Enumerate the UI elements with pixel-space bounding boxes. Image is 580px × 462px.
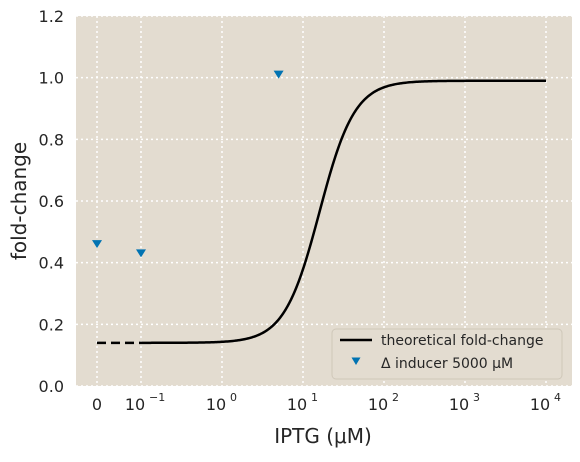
x-tick-exponent: 0 xyxy=(230,391,237,404)
x-tick-label: 10 xyxy=(206,395,226,414)
x-tick-exponent: 1 xyxy=(311,391,318,404)
x-tick-exponent: 3 xyxy=(473,391,480,404)
legend-label-data: Δ inducer 5000 μM xyxy=(381,356,513,372)
x-tick-label: 10 xyxy=(125,395,145,414)
y-tick-label: 0.0 xyxy=(39,377,64,396)
y-tick-label: 0.6 xyxy=(39,192,64,211)
y-tick-labels: 0.0 0.2 0.4 0.6 0.8 1.0 1.2 xyxy=(39,7,64,396)
x-tick-label: 10 xyxy=(368,395,388,414)
x-tick-exponent: 4 xyxy=(554,391,561,404)
y-tick-label: 0.8 xyxy=(39,130,64,149)
y-tick-label: 1.0 xyxy=(39,69,64,88)
y-tick-label: 0.2 xyxy=(39,315,64,334)
y-tick-label: 0.4 xyxy=(39,254,64,273)
x-tick-label: 10 xyxy=(449,395,469,414)
x-axis-title: IPTG (μM) xyxy=(274,424,372,448)
legend-label-theory: theoretical fold-change xyxy=(381,333,543,349)
x-tick-label: 0 xyxy=(92,395,102,414)
x-tick-labels: 0 10 −1 10 0 10 1 10 2 10 3 10 4 xyxy=(92,391,561,414)
y-axis-title: fold-change xyxy=(7,142,31,260)
legend: theoretical fold-change Δ inducer 5000 μ… xyxy=(332,329,562,379)
y-tick-label: 1.2 xyxy=(39,7,64,26)
x-tick-label: 10 xyxy=(530,395,550,414)
x-tick-exponent: 2 xyxy=(392,391,399,404)
x-tick-exponent: −1 xyxy=(149,391,165,404)
x-tick-label: 10 xyxy=(287,395,307,414)
